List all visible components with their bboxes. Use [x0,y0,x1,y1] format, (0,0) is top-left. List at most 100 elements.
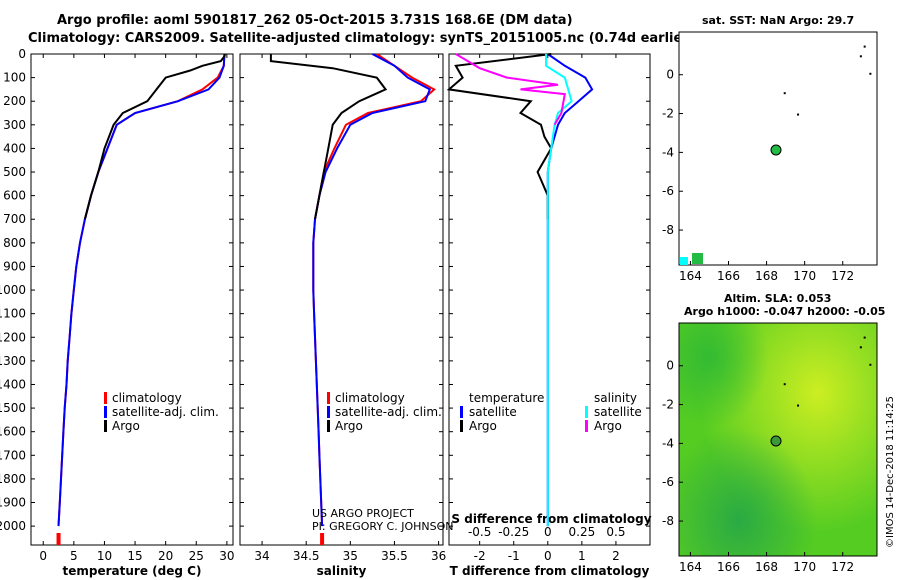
imos-stamp: ©IMOS 14-Dec-2018 11:14:25 [885,396,896,548]
sla-map-ticks: 164 166 168 170 172 0 -2 -4 -6 -8 [662,336,872,574]
island-dot [859,346,862,349]
map-y-tick-label: -6 [662,475,674,489]
depth-tick-label: 600 [3,189,26,203]
series-line-argo [83,53,226,220]
x-tick-label: 5 [70,549,78,563]
x-tick-label: 0 [544,549,552,563]
depth-tick-label: 1100 [0,307,26,321]
island-dot [797,113,800,116]
x-tick-label: 2 [612,549,620,563]
depth-tick-label: 1800 [0,472,26,486]
map-y-tick-label: -8 [662,514,674,528]
legend-climatology-2: climatology [335,391,405,405]
depth-tick-label: 1600 [0,425,26,439]
map-y-tick-label: 0 [666,359,674,373]
credit-line-1: US ARGO PROJECT [312,507,414,520]
x2-tick-label: 0 [544,525,552,539]
legend-t-argo: Argo [469,419,497,433]
x-tick-label: 35 [343,549,358,563]
x-tick-label: 1 [578,549,586,563]
x2-tick-label: 0.5 [606,525,625,539]
x-tick-label: 34.5 [293,549,320,563]
series-line-satellite-adj-clim- [57,53,226,527]
legend-satellite-adj: satellite-adj. clim. [112,405,219,419]
map-x-tick-label: 164 [679,560,702,574]
legend-temperature-head: temperature [469,391,544,405]
island-dot [869,72,872,75]
legend-climatology: climatology [112,391,182,405]
legend-t-satellite: satellite [469,405,517,419]
x-tick-label: 30 [219,549,234,563]
map-y-tick-label: -8 [662,223,674,237]
map-y-tick-label: -4 [662,145,674,159]
panel-frame [239,53,444,546]
map-x-tick-label: 168 [755,560,778,574]
depth-tick-label: 400 [3,141,26,155]
x-tick-label: -2 [474,549,486,563]
island-dot [859,55,862,58]
profile-series [56,53,594,545]
depth-tick-label: 1000 [0,283,26,297]
legend-argo: Argo [112,419,140,433]
sla-label-2: Argo h1000: -0.047 h2000: -0.05 [684,305,885,318]
legend-satellite-adj-2: satellite-adj. clim. [335,405,442,419]
series-line-temperature-argo [446,53,553,220]
panel-frame [30,53,234,546]
map-y-tick-label: -6 [662,184,674,198]
x-tick-label: 35.5 [381,549,408,563]
legend-temperature: climatology satellite-adj. clim. Argo [104,391,219,433]
depth-tick-label: 200 [3,94,26,108]
map-y-tick-label: -2 [662,398,674,412]
sla-label-1: Altim. SLA: 0.053 [724,292,831,305]
title-line-1: Argo profile: aoml 5901817_262 05-Oct-20… [57,13,573,28]
credit-line-2: PI: GREGORY C. JOHNSON [312,520,453,533]
depth-tick-label: 700 [3,212,26,226]
legend-difference: temperature satellite Argo salinity sate… [460,391,642,433]
legend-s-argo: Argo [594,419,622,433]
x2-tick-label: -0.5 [468,525,491,539]
x-tick-label: -1 [508,549,520,563]
depth-tick-label: 1700 [0,448,26,462]
depth-tick-label: 800 [3,236,26,250]
map-y-tick-label: 0 [666,68,674,82]
map-y-tick-label: -4 [662,436,674,450]
legend-salinity: climatology satellite-adj. clim. Argo [327,391,442,433]
depth-tick-label: 1200 [0,330,26,344]
map-x-tick-label: 168 [755,269,778,283]
island-dot [863,336,866,339]
depth-tick-label: 0 [18,47,26,61]
sst-map-ticks: 164 166 168 170 172 0 -2 -4 -6 -8 [662,45,872,283]
map-x-tick-label: 164 [679,269,702,283]
island-dot [783,92,786,95]
x-tick-label: 20 [158,549,173,563]
x-tick-label: 36 [431,549,446,563]
series-line-salinity-satellite [545,54,573,527]
depth-tick-label: 500 [3,165,26,179]
sla-float-marker [770,435,782,447]
map-x-tick-label: 166 [717,269,740,283]
depth-tick-label: 1500 [0,401,26,415]
depth-tick-label: 1900 [0,496,26,510]
title-line-2: Climatology: CARS2009. Satellite-adjuste… [28,31,695,46]
depth-tick-label: 2000 [0,519,26,533]
series-line-argo [269,54,388,220]
x2-tick-label: -0.25 [498,525,529,539]
x-tick-label: 0 [39,549,47,563]
sst-label: sat. SST: NaN Argo: 29.7 [702,14,854,27]
depth-tick-label: 300 [3,118,26,132]
map-x-tick-label: 172 [831,269,854,283]
bottom-marker [320,533,325,545]
legend-s-satellite: satellite [594,405,642,419]
land-patch-a [680,257,688,265]
island-dot [863,45,866,48]
depth-tick-label: 900 [3,259,26,273]
x-axis-label: T difference from climatology [450,564,650,578]
map-x-tick-label: 166 [717,560,740,574]
x-axis-label: salinity [317,564,367,578]
depth-tick-label: 100 [3,71,26,85]
legend-salinity-head: salinity [594,391,637,405]
depth-tick-label: 1400 [0,377,26,391]
depth-axis-labels: 0 100 200 300 400 500 600 700 800 900 1000 1100 1200… [0,47,26,533]
x-tick-label: 10 [97,549,112,563]
